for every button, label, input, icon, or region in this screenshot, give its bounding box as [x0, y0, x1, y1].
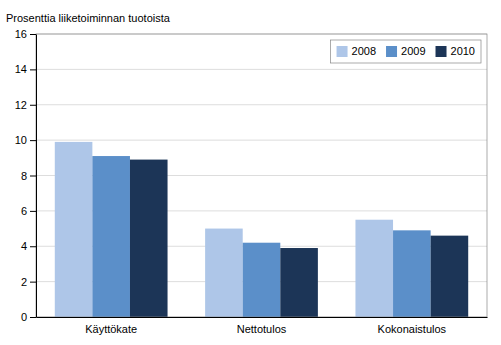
legend-item: 2009	[386, 45, 425, 57]
y-tick: 0	[21, 311, 36, 323]
bar	[393, 230, 431, 317]
x-tick: Nettotulos	[237, 323, 287, 335]
y-tick-mark	[30, 69, 36, 70]
y-axis: 0 2 4 6 8 10 12 14 16	[15, 28, 37, 323]
grid-line	[36, 104, 487, 105]
grid	[36, 34, 487, 317]
y-tick: 10	[15, 134, 36, 146]
bar-series	[130, 160, 468, 317]
grid-line	[36, 69, 487, 70]
y-tick-label: 2	[21, 276, 27, 288]
plot: 0 2 4 6 8 10 12 14 16 Käyttökate Nettotulos Kokonai…	[15, 28, 488, 335]
y-tick: 16	[15, 28, 36, 40]
bar	[243, 243, 281, 317]
x-tick-label: Kokonaistulos	[378, 323, 447, 335]
y-tick: 2	[21, 276, 36, 288]
y-tick: 6	[21, 205, 36, 217]
legend-label: 2008	[352, 45, 376, 57]
legend-swatch	[386, 46, 397, 57]
y-tick-label: 6	[21, 205, 27, 217]
bars	[55, 142, 468, 317]
grid-line	[36, 140, 487, 141]
legend-item: 2010	[436, 45, 475, 57]
legend-box	[331, 40, 481, 63]
x-axis-line	[37, 317, 488, 318]
y-tick-label: 16	[15, 28, 27, 40]
bar-series	[92, 156, 430, 317]
y-tick-label: 14	[15, 63, 27, 75]
y-tick-mark	[30, 140, 36, 141]
legend-item: 2008	[337, 45, 376, 57]
x-tick-label: Käyttökate	[85, 323, 137, 335]
bar	[92, 156, 130, 317]
y-tick-mark	[30, 176, 36, 177]
legend-swatch	[337, 46, 348, 57]
x-tick: Kokonaistulos	[378, 323, 447, 335]
y-tick-label: 8	[21, 170, 27, 182]
legend-label: 2010	[451, 45, 475, 57]
y-tick-label: 10	[15, 134, 27, 146]
chart: 0 2 4 6 8 10 12 14 16 Käyttökate Nettotulos Kokonai…	[0, 0, 501, 345]
legend-label: 2009	[401, 45, 425, 57]
y-axis-line	[36, 35, 37, 318]
bar	[431, 236, 469, 317]
y-tick: 4	[21, 240, 36, 252]
bar-series	[55, 142, 393, 317]
y-tick-label: 4	[21, 240, 27, 252]
y-tick-mark	[30, 105, 36, 106]
bar	[130, 160, 168, 317]
legend: 2008 2009 2010	[331, 40, 481, 63]
plot-frame	[36, 34, 487, 317]
y-tick-mark	[30, 34, 36, 35]
bar	[355, 220, 393, 317]
x-axis: Käyttökate Nettotulos Kokonaistulos	[37, 318, 488, 335]
y-tick-mark	[30, 246, 36, 247]
bar	[55, 142, 93, 317]
y-tick-label: 12	[15, 99, 27, 111]
y-tick-mark	[30, 211, 36, 212]
x-tick-label: Nettotulos	[237, 323, 287, 335]
y-tick-mark	[30, 282, 36, 283]
y-tick: 14	[15, 63, 36, 75]
y-tick: 8	[21, 170, 36, 182]
y-tick-label: 0	[21, 311, 27, 323]
y-axis-title: Prosenttia liiketoiminnan tuotoista	[6, 12, 171, 24]
bar	[280, 248, 318, 317]
bar	[205, 229, 243, 317]
x-tick: Käyttökate	[85, 323, 137, 335]
legend-swatch	[436, 46, 447, 57]
y-tick-mark	[30, 317, 36, 318]
y-tick: 12	[15, 99, 36, 111]
